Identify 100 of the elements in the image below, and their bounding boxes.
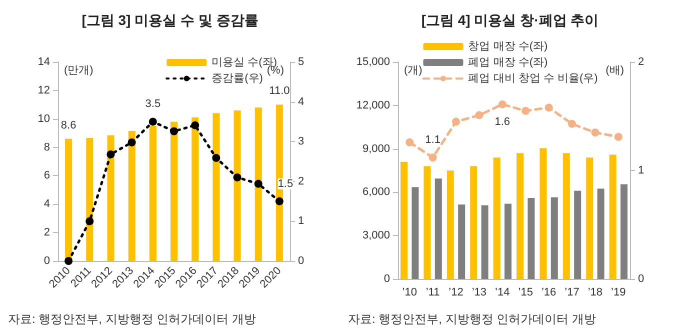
bar: [234, 110, 241, 261]
bar: [562, 153, 570, 279]
data-label: 3.5: [145, 98, 161, 110]
point: [406, 138, 414, 146]
text: 자료: 행정안전부, 지방행정 인허가데이터 개방: [348, 312, 596, 326]
bar: [481, 205, 488, 279]
bar: [528, 198, 535, 279]
legend-label: 창업 매장 수(좌): [468, 40, 548, 52]
x-tick-label: ’16: [541, 286, 556, 298]
point: [522, 106, 530, 115]
bar: [597, 188, 604, 279]
point: [544, 104, 553, 112]
x-tick-label: ’13: [472, 286, 487, 298]
y-tick-label: 0: [44, 255, 50, 267]
bar: [446, 170, 454, 279]
bar: [149, 126, 156, 261]
y2-tick-label: 3: [298, 136, 304, 148]
y2-axis-title: (배): [606, 64, 624, 76]
bar: [609, 154, 616, 279]
y-tick-label: 6: [44, 170, 50, 182]
x-tick-label: ’14: [495, 286, 510, 298]
bar: [458, 204, 466, 279]
point: [128, 138, 136, 146]
y-tick-label: 2: [44, 226, 50, 239]
bar: [504, 204, 512, 279]
y2-tick-label: 1: [638, 164, 644, 176]
bar: [550, 197, 558, 279]
bar: [86, 138, 94, 261]
y-tick-label: 8: [44, 141, 50, 154]
point: [148, 118, 157, 126]
bar: [516, 153, 524, 279]
x-tick-label: ’12: [448, 286, 464, 298]
bar: [493, 157, 500, 279]
bar: [574, 190, 582, 279]
y2-tick-label: 0: [638, 273, 644, 285]
y-tick-label: 12: [38, 84, 50, 96]
x-tick-label: ’17: [564, 286, 580, 298]
y2-tick-label: 5: [298, 56, 304, 68]
point: [568, 120, 576, 128]
y-axis-title: (개): [404, 64, 422, 76]
data-label: 8.6: [60, 119, 76, 132]
y-tick-label: 3,000: [362, 230, 390, 242]
bar: [620, 184, 628, 279]
y-axis-title: (만개): [64, 64, 94, 76]
bar: [170, 122, 178, 261]
point: [191, 121, 200, 130]
point: [233, 173, 242, 182]
point: [86, 217, 94, 226]
x-tick-label: ’19: [611, 286, 626, 298]
y-tick-label: 9,000: [362, 142, 390, 155]
bar: [586, 157, 594, 279]
bar: [254, 107, 262, 261]
x-tick-label: ’18: [588, 286, 603, 298]
chart-title: [그림 3] 미용실 수 및 증감률: [82, 12, 258, 28]
point: [170, 127, 178, 136]
data-label: 1.1: [425, 134, 440, 146]
bar: [424, 166, 431, 279]
data-label: 1.5: [278, 178, 294, 190]
data-label: 1.6: [494, 116, 510, 128]
bar: [128, 130, 136, 261]
legend-label: 증감률(우): [212, 72, 263, 84]
legend-label: 폐업 대비 창업 수 비율(우): [468, 72, 598, 84]
y2-axis-title: (%): [266, 64, 284, 76]
bar: [65, 138, 72, 261]
point: [452, 118, 460, 126]
point: [254, 180, 262, 188]
y-tick-label: 14: [38, 56, 50, 68]
point: [498, 100, 506, 108]
y-tick-label: 10: [38, 112, 50, 125]
data-label: 11.0: [269, 85, 290, 98]
point: [475, 111, 484, 120]
y-tick-label: 12,000: [356, 99, 390, 112]
point: [275, 197, 284, 206]
text: 자료: 행정안전부, 지방행정 인허가데이터 개방: [8, 312, 256, 326]
y-tick-label: 6,000: [362, 186, 390, 198]
bar: [212, 113, 220, 261]
y2-tick-label: 0: [298, 255, 304, 267]
point: [64, 257, 73, 265]
x-tick-label: ’10: [402, 286, 417, 298]
chart-title: [그림 4] 미용실 창·폐업 추이: [421, 12, 599, 28]
bar: [400, 162, 408, 279]
y-tick-label: 4: [44, 198, 50, 210]
bar: [412, 187, 419, 279]
legend-label: 폐업 매장 수(좌): [468, 56, 548, 68]
bar: [434, 178, 442, 279]
x-tick-label: ’11: [426, 286, 440, 298]
point: [106, 150, 115, 158]
y2-tick-label: 2: [638, 56, 644, 68]
bar: [192, 117, 199, 261]
x-tick-label: ’15: [518, 286, 533, 298]
point: [614, 132, 622, 141]
y2-tick-label: 1: [298, 215, 304, 228]
y-tick-label: 15,000: [356, 56, 390, 68]
bar: [107, 135, 114, 261]
bar: [540, 148, 547, 279]
point: [212, 154, 220, 162]
y2-tick-label: 2: [298, 175, 304, 188]
point: [428, 153, 437, 162]
point: [591, 128, 600, 137]
y2-tick-label: 4: [298, 96, 304, 108]
